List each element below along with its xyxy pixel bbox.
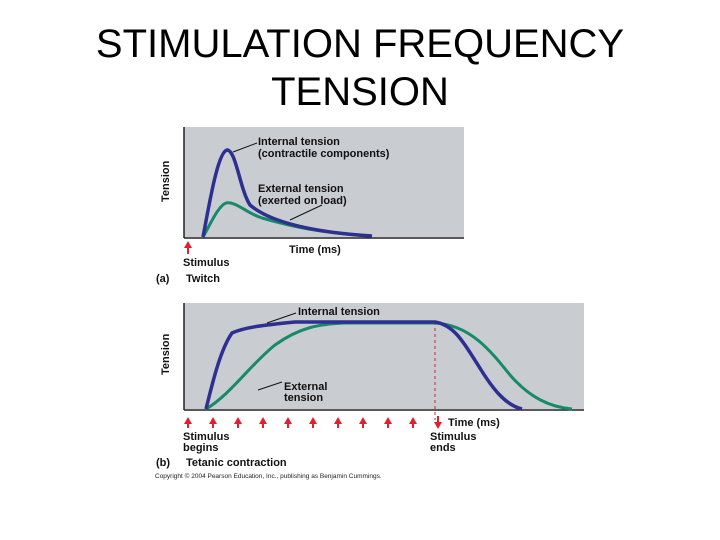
slide-title-line-2: TENSION	[271, 70, 449, 114]
panel-b-x-label: Time (ms)	[448, 417, 500, 429]
stimulus-arrow	[284, 417, 292, 428]
panel-b-plot-area	[184, 303, 584, 409]
panel-a-y-label: Tension	[160, 160, 172, 202]
panel-a-twitch: Tension Time (ms) Internal tension (cont…	[156, 127, 464, 285]
panel-b-stimulus-arrows	[184, 416, 442, 429]
stimulus-arrow	[259, 417, 267, 428]
stimulus-arrow	[184, 417, 192, 428]
panel-b-stimulus-ends-label-2: ends	[430, 442, 456, 454]
panel-a-internal-label-1: Internal tension	[258, 136, 340, 148]
panel-b-external-leader	[257, 381, 283, 391]
panel-b-stimulus-ends-label-1: Stimulus	[430, 431, 476, 443]
panel-a-caption-text: Twitch	[186, 273, 220, 285]
panel-b-caption-letter: (b)	[156, 457, 170, 469]
panel-a-external-leader	[289, 204, 323, 221]
panel-a-stimulus-label: Stimulus	[183, 257, 229, 269]
panel-a-stimulus-arrow	[184, 241, 192, 254]
stimulus-arrow	[384, 417, 392, 428]
panel-b-y-label: Tension	[160, 333, 172, 375]
stimulus-arrow	[359, 417, 367, 428]
stimulus-arrow	[409, 417, 417, 428]
panel-b-tetanic: Tension Time (ms) Internal tension Exter…	[156, 303, 584, 469]
panel-b-stimulus-begins-label-1: Stimulus	[183, 431, 229, 443]
panel-b-external-label-2: tension	[284, 392, 323, 404]
stimulus-arrow	[209, 417, 217, 428]
stimulus-arrow	[234, 417, 242, 428]
stimulus-arrow	[334, 417, 342, 428]
panel-a-plot-area	[184, 127, 464, 237]
slide-title: STIMULATION FREQUENCY TENSION	[0, 20, 720, 116]
slide-title-line-1: STIMULATION FREQUENCY	[95, 22, 625, 66]
panel-a-internal-label-2: (contractile components)	[258, 148, 390, 160]
panel-b-stimulus-begins-label-2: begins	[183, 442, 218, 454]
stimulus-end-arrow	[434, 416, 442, 429]
panel-b-internal-label: Internal tension	[298, 306, 380, 318]
panel-a-caption-letter: (a)	[156, 273, 170, 285]
panel-a-external-label-1: External tension	[258, 183, 344, 195]
panel-a-internal-tension-curve	[201, 148, 373, 238]
panel-b-internal-leader	[266, 312, 297, 324]
panel-a-external-label-2: (exerted on load)	[258, 195, 347, 207]
panel-b-caption-text: Tetanic contraction	[186, 457, 287, 469]
stimulus-arrow	[309, 417, 317, 428]
panel-b-external-label-1: External	[284, 381, 327, 393]
panel-a-internal-leader	[232, 142, 258, 153]
copyright-notice: Copyright © 2004 Pearson Education, Inc.…	[155, 472, 382, 480]
panel-a-x-label: Time (ms)	[289, 244, 341, 256]
panel-b-internal-tension-curve	[204, 320, 523, 411]
